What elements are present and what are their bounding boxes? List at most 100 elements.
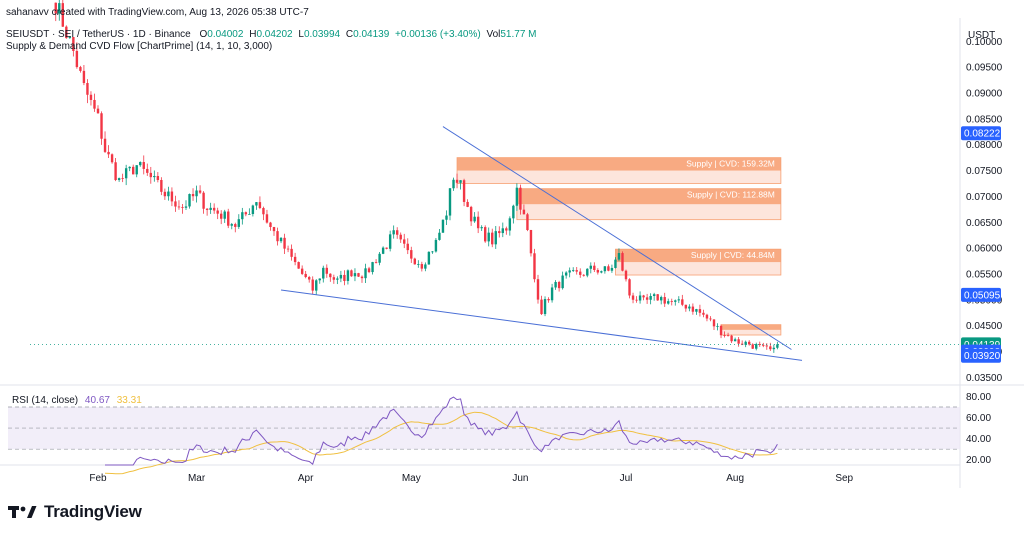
candle: [420, 261, 424, 272]
candle: [367, 266, 371, 274]
candle: [466, 199, 469, 208]
candle: [758, 341, 761, 347]
candle: [635, 296, 638, 303]
candle: [681, 294, 684, 307]
candle: [663, 292, 666, 307]
candle: [575, 267, 578, 275]
symbol-ohlc-line: SEIUSDT · SEI / TetherUS · 1D · Binance …: [6, 29, 537, 40]
candle: [202, 191, 205, 214]
rsi-ma-line: [104, 411, 778, 475]
candle: [142, 155, 145, 175]
price-tick-label: 0.05500: [966, 269, 1003, 280]
price-badge: 0.05095: [961, 287, 1001, 302]
supply-zone: Supply | CVD: 44.84M: [615, 248, 782, 276]
candle: [508, 216, 512, 236]
candle: [469, 205, 473, 226]
svg-text:0.08222: 0.08222: [964, 129, 1001, 140]
candle: [237, 214, 240, 229]
candle: [628, 278, 631, 299]
candle: [191, 188, 195, 201]
candle: [399, 232, 402, 243]
candle: [776, 341, 779, 350]
price-tick-label: 0.09000: [966, 88, 1003, 99]
candle: [156, 172, 160, 183]
candle: [459, 180, 462, 190]
candle: [733, 337, 737, 342]
candle: [529, 229, 533, 257]
candle: [332, 274, 336, 284]
rsi-legend[interactable]: RSI (14, close) 40.67 33.31: [12, 395, 142, 406]
candle: [265, 209, 269, 224]
candle: [670, 298, 673, 306]
supply-zones: Supply | CVD: 159.32M Supply | CVD: 112.8…: [456, 157, 782, 336]
candle: [417, 260, 420, 268]
candle: [139, 161, 142, 167]
candle: [114, 157, 117, 182]
candle: [462, 178, 466, 207]
candle: [688, 304, 691, 312]
candle: [68, 36, 72, 39]
candle: [163, 188, 167, 200]
candle: [353, 268, 357, 282]
price-tick-label: 0.09500: [966, 63, 1003, 74]
rsi-tick-label: 60.00: [966, 413, 991, 424]
candle: [378, 252, 381, 266]
candle: [403, 233, 406, 249]
candle: [241, 207, 244, 225]
candle: [167, 186, 170, 201]
price-tick-label: 0.10000: [966, 37, 1003, 48]
time-tick-label: Aug: [726, 473, 744, 484]
candle: [649, 293, 652, 305]
candle: [132, 164, 135, 175]
candle: [705, 313, 709, 322]
price-tick-label: 0.07500: [966, 166, 1003, 177]
candle: [269, 221, 272, 231]
candle: [153, 170, 156, 182]
supply-zone: Supply | CVD: 159.32M: [456, 157, 782, 184]
candle: [93, 93, 96, 112]
candle: [276, 227, 279, 246]
supply-zone: [720, 324, 782, 336]
price-tick-label: 0.07000: [966, 192, 1003, 203]
candle: [413, 257, 416, 265]
rsi-value: 40.67: [84, 395, 110, 406]
candle: [103, 131, 107, 154]
candle: [480, 225, 483, 231]
candle: [96, 105, 100, 114]
candle: [579, 268, 582, 278]
candle: [216, 207, 219, 220]
candle: [304, 270, 307, 279]
time-tick-label: Apr: [298, 473, 314, 484]
candle: [110, 153, 114, 164]
candle: [234, 222, 237, 233]
candle: [75, 42, 79, 69]
symbol-title[interactable]: SEIUSDT · SEI / TetherUS · 1D · Binance: [6, 29, 191, 40]
candle: [283, 233, 286, 254]
candle: [346, 269, 350, 285]
candle: [522, 204, 526, 215]
candle: [195, 185, 198, 203]
candle: [128, 166, 131, 172]
candle: [494, 226, 497, 249]
candle: [262, 206, 265, 221]
candle: [519, 184, 522, 215]
candle: [244, 211, 248, 217]
candle: [79, 65, 82, 73]
trendlines[interactable]: [280, 126, 803, 361]
candle: [505, 226, 508, 235]
candle: [716, 323, 719, 331]
tradingview-logo[interactable]: TradingView: [8, 502, 142, 522]
candle: [336, 276, 339, 285]
candle: [617, 248, 621, 262]
indicator-legend[interactable]: Supply & Demand CVD Flow [ChartPrime] (1…: [6, 41, 273, 52]
price-tick-label: 0.06500: [966, 218, 1003, 229]
candle: [719, 324, 723, 339]
axes: 0.10000 0.09500 0.09000 0.08500 0.08000 0.075…: [30, 37, 1003, 484]
candle: [381, 246, 385, 255]
candle: [174, 195, 177, 212]
candle: [656, 294, 659, 301]
candle: [554, 280, 557, 290]
candle: [212, 203, 216, 214]
candle: [223, 209, 226, 223]
